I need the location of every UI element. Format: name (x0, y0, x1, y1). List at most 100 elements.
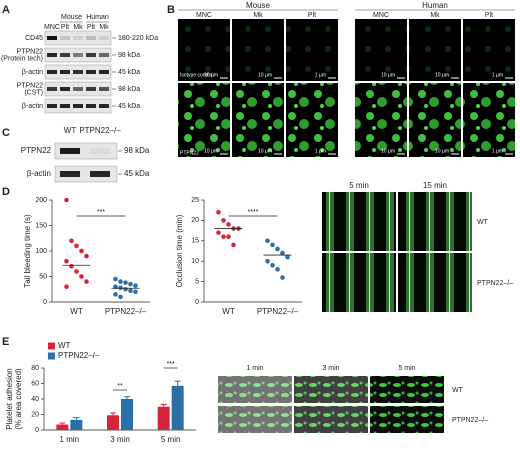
dot (285, 254, 290, 260)
band (60, 104, 70, 108)
y-axis-label: Tail bleeding time (s) (23, 214, 32, 288)
dot (280, 250, 285, 256)
y-tick-label: 100 (35, 248, 47, 255)
sig-label: *** (167, 361, 175, 368)
row-label: Isotype control (180, 72, 213, 78)
x-tick-label: PTPN22–/– (257, 307, 299, 316)
band (47, 36, 57, 40)
blot (54, 142, 118, 160)
band (99, 70, 109, 74)
dot (123, 280, 128, 285)
y-axis-label: (% area covered) (14, 368, 23, 430)
column-label: Plt (87, 24, 95, 31)
size-label: 98 kDa (118, 86, 140, 93)
scale-label: 10 μm (258, 148, 272, 154)
row-label: PTPN22 (21, 146, 52, 155)
blot (54, 165, 118, 183)
band (60, 87, 70, 91)
sig-label: *** (97, 209, 105, 216)
row-label: β-actin (22, 103, 43, 110)
bar (56, 424, 69, 430)
legend-label: WT (58, 341, 71, 350)
row-label: β-actin (27, 169, 51, 178)
column-label: MNC (44, 24, 60, 31)
panel-label: A (2, 4, 10, 16)
column-label: Mk (253, 12, 263, 19)
dot (128, 281, 133, 287)
micrograph (218, 406, 292, 433)
dot (64, 258, 69, 264)
band (86, 87, 96, 91)
band (47, 87, 57, 91)
group-label: Human (422, 1, 448, 10)
sig-label: **** (248, 209, 259, 216)
row-label: PTPN22 (17, 82, 44, 89)
row-label: PTPN22–/– (452, 417, 488, 424)
band (86, 104, 96, 108)
band (73, 53, 83, 57)
dot (123, 286, 128, 292)
dot (79, 248, 84, 254)
dot (226, 222, 231, 227)
micrograph (463, 19, 515, 81)
column-label: PTPN22–/– (79, 126, 121, 135)
dot (265, 238, 270, 244)
micrograph (409, 83, 461, 157)
y-tick-label: 200 (35, 197, 47, 204)
y-tick-label: 10 (191, 258, 199, 265)
band (86, 36, 96, 40)
bar (157, 406, 170, 430)
column-label: Mk (99, 24, 109, 31)
dot (79, 274, 84, 279)
micrograph (218, 376, 292, 403)
micrograph (232, 19, 284, 81)
micrograph (355, 83, 407, 157)
y-tick-label: 20 (191, 217, 199, 224)
y-tick-label: 0 (35, 427, 39, 434)
y-tick-label: 50 (39, 273, 47, 280)
dot (84, 253, 89, 259)
band (90, 171, 110, 177)
scale-label: 1 μm (492, 72, 503, 78)
column-label: 5 min (398, 365, 415, 372)
row-label: (CST) (24, 89, 43, 96)
bar (70, 419, 83, 430)
panel-label: B (167, 4, 175, 16)
group-label: Mouse (61, 14, 82, 21)
scale-label: 10 μm (204, 148, 218, 154)
column-label: Plt (61, 24, 69, 31)
micrograph (463, 83, 515, 157)
micrograph (294, 406, 368, 433)
micrograph (286, 83, 338, 157)
band (60, 171, 80, 177)
y-tick-label: 60 (31, 380, 39, 387)
dot (270, 262, 275, 268)
band (99, 53, 109, 57)
y-axis-label: Occlusion time (min) (175, 214, 184, 287)
dot (69, 264, 74, 269)
scale-label: 1 μm (315, 72, 326, 78)
band (90, 148, 110, 154)
column-label: MNC (373, 12, 389, 19)
dot (118, 294, 123, 300)
band (86, 70, 96, 74)
group-label: Mouse (246, 1, 271, 10)
micrograph (178, 19, 230, 81)
micrograph (398, 192, 472, 251)
panel-label: D (2, 186, 10, 198)
y-tick-label: 15 (191, 238, 199, 245)
dot (216, 230, 221, 235)
blot (44, 30, 112, 46)
micrograph (286, 19, 338, 81)
micrograph (322, 253, 396, 312)
scale-label: 1 μm (315, 148, 326, 154)
dot (84, 279, 89, 284)
dot (64, 284, 69, 290)
y-tick-label: 5 (195, 278, 199, 285)
x-tick-label: 1 min (60, 435, 80, 444)
band (73, 70, 83, 74)
y-tick-label: 40 (31, 396, 39, 403)
size-label: 45 kDa (124, 169, 150, 178)
micrograph (398, 253, 472, 312)
row-label: PTPN22 (180, 150, 199, 156)
